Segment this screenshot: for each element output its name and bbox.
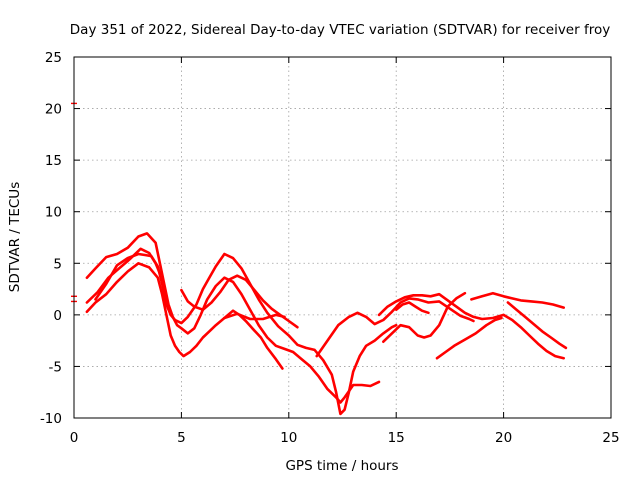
y-tick-label: -5 (49, 359, 62, 375)
series-track-7 (315, 297, 475, 358)
series-track-13 (394, 301, 430, 315)
y-tick-label: 15 (45, 153, 62, 169)
series-track-9 (382, 291, 467, 343)
x-tick-label: 20 (495, 430, 512, 446)
chart-title: Day 351 of 2022, Sidereal Day-to-day VTE… (70, 22, 610, 38)
series-track-12 (506, 301, 568, 350)
y-tick-label: 20 (45, 102, 62, 118)
y-tick-label: 5 (53, 256, 62, 272)
series-track-4 (85, 247, 162, 304)
x-tick-label: 25 (602, 430, 619, 446)
grid (74, 57, 611, 418)
data-series (71, 102, 568, 416)
x-axis-label: GPS time / hours (285, 458, 398, 474)
series-track-5 (180, 274, 299, 329)
x-tick-label: 0 (70, 430, 79, 446)
x-tick-label: 15 (388, 430, 405, 446)
plot-frame (73, 56, 612, 419)
series-track-8 (377, 292, 565, 360)
x-tick-label: 5 (177, 430, 186, 446)
y-tick-label: -10 (40, 411, 62, 427)
y-axis-label: SDTVAR / TECUs (7, 182, 23, 292)
series-track-3 (85, 262, 284, 370)
series-track-11 (470, 291, 565, 309)
series-track-10 (435, 316, 503, 360)
y-tick-label: 25 (45, 50, 62, 66)
x-tick-labels: 0 5 10 15 20 25 (70, 430, 620, 446)
tick-marks (73, 56, 612, 419)
y-tick-label: 0 (53, 308, 62, 324)
x-tick-label: 10 (280, 430, 297, 446)
y-tick-labels: -10 -5 0 5 10 15 20 25 (40, 50, 62, 427)
y-tick-label: 10 (45, 205, 62, 221)
series-track-6 (223, 312, 286, 321)
